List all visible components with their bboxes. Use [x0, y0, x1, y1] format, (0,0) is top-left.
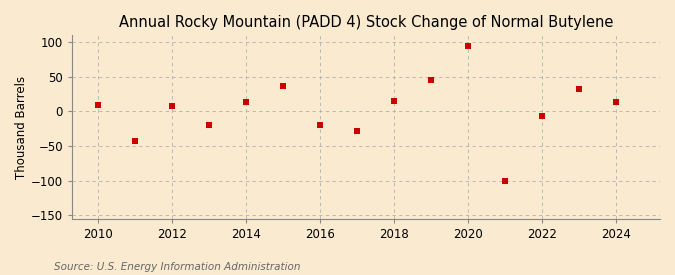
Point: [277, 84, 288, 88]
Point: [240, 100, 251, 105]
Title: Annual Rocky Mountain (PADD 4) Stock Change of Normal Butylene: Annual Rocky Mountain (PADD 4) Stock Cha…: [119, 15, 613, 30]
Point: [167, 104, 178, 108]
Point: [536, 114, 547, 119]
Point: [130, 138, 140, 143]
Y-axis label: Thousand Barrels: Thousand Barrels: [15, 75, 28, 178]
Point: [573, 86, 584, 91]
Point: [610, 100, 621, 105]
Point: [315, 123, 325, 128]
Point: [92, 102, 103, 107]
Point: [500, 178, 510, 183]
Point: [203, 123, 214, 128]
Point: [462, 43, 473, 48]
Text: Source: U.S. Energy Information Administration: Source: U.S. Energy Information Administ…: [54, 262, 300, 272]
Point: [425, 78, 436, 82]
Point: [351, 129, 362, 133]
Point: [388, 99, 399, 103]
